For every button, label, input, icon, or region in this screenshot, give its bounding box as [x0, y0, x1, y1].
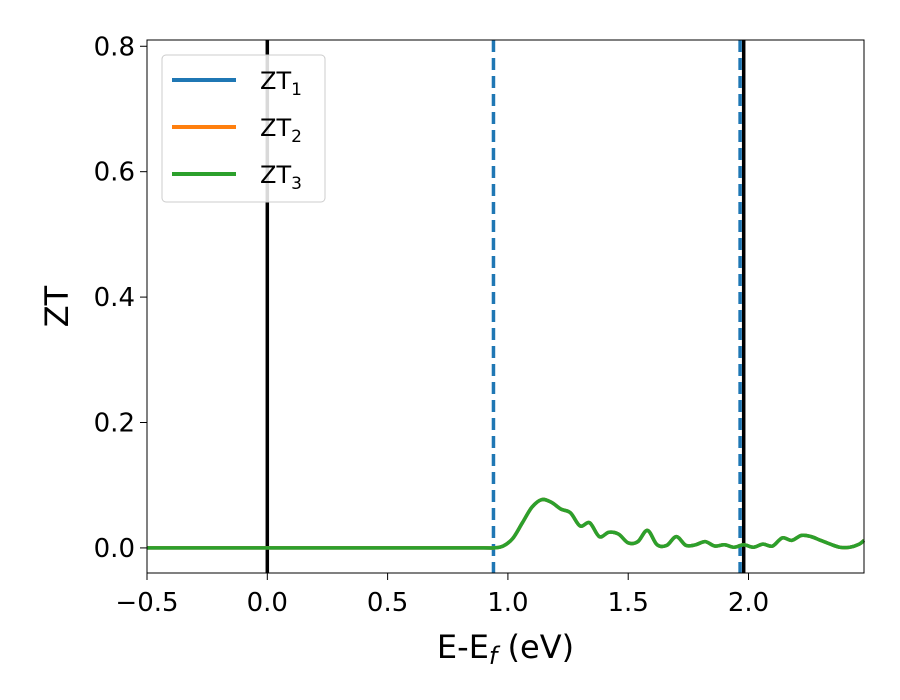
x-axis-label-unit: (eV)	[497, 628, 574, 666]
legend-label-zt3-main: ZT	[260, 161, 291, 189]
y-tick-label: 0.0	[94, 534, 135, 564]
legend-label-zt3: ZT3	[260, 161, 302, 194]
legend-label-zt3-sub: 3	[291, 174, 302, 194]
x-axis-label: E-Ef (eV)	[437, 628, 574, 670]
y-tick-label: 0.4	[94, 283, 135, 313]
x-tick-label: 0.5	[367, 588, 408, 618]
legend-label-zt2-main: ZT	[260, 114, 291, 142]
y-tick-label: 0.6	[94, 158, 135, 188]
curves	[147, 497, 866, 550]
legend-label-zt2-sub: 2	[291, 127, 302, 147]
series-line-zt2	[147, 497, 866, 550]
plot-frame	[146, 39, 865, 574]
legend-box	[161, 54, 326, 203]
legend: ZT1 ZT2 ZT3	[161, 54, 326, 203]
legend-label-zt2: ZT2	[260, 114, 302, 147]
x-tick-label: 0.0	[247, 588, 288, 618]
x-tick-label: −0.5	[115, 588, 178, 618]
x-axis: −0.5 0.0 0.5 1.0 1.5 2.0	[115, 573, 769, 618]
y-axis-label: ZT	[38, 285, 76, 327]
y-tick-label: 0.2	[94, 409, 135, 439]
x-tick-label: 2.0	[728, 588, 769, 618]
legend-label-zt1-sub: 1	[291, 80, 302, 100]
x-tick-label: 1.5	[608, 588, 649, 618]
vertical-lines	[265, 40, 746, 573]
series-line-zt3	[147, 497, 866, 550]
y-axis: 0.0 0.2 0.4 0.6 0.8	[94, 32, 147, 564]
x-axis-label-main: E-E	[437, 628, 489, 666]
x-tick-label: 1.0	[487, 588, 528, 618]
legend-label-zt1: ZT1	[260, 67, 302, 100]
y-tick-label: 0.8	[94, 32, 135, 62]
legend-label-zt1-main: ZT	[260, 67, 291, 95]
series-line-zt1	[147, 497, 866, 550]
